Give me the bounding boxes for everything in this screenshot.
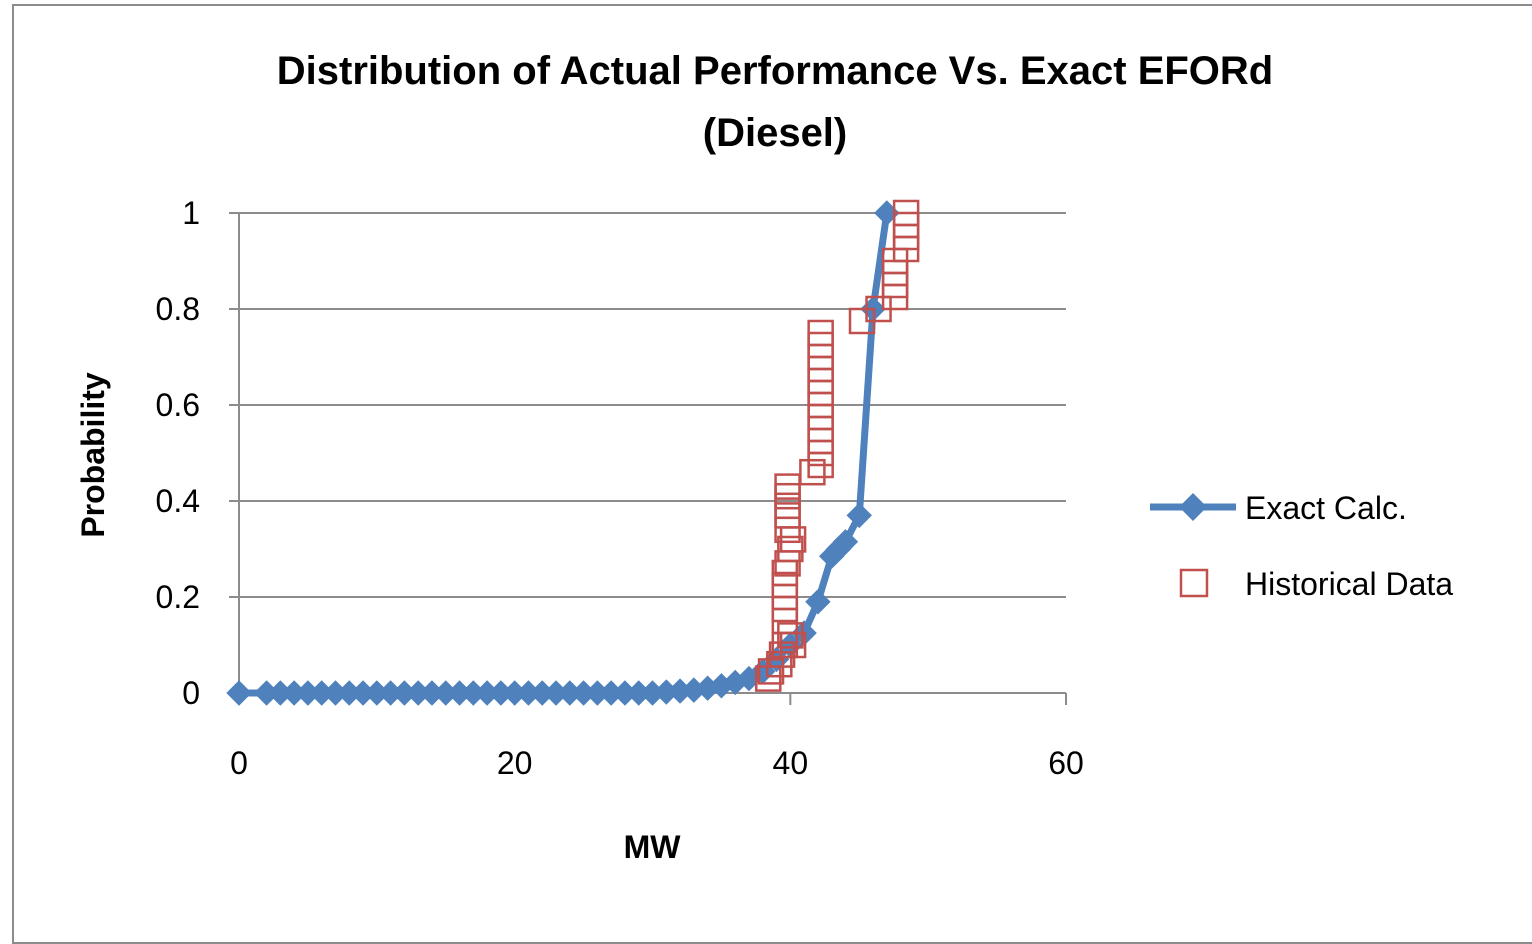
gridlines [239,212,1066,598]
chart-title: Distribution of Actual Performance Vs. E… [276,49,1274,93]
data-point-exact-calc [805,589,831,615]
data-point-historical [766,650,793,678]
y-axis-title: Probability [75,372,111,538]
data-point-exact-calc [226,680,252,706]
chart-subtitle: (Diesel) [702,111,848,155]
x-tick-labels: 0 20 40 60 [230,745,1084,781]
axes [229,212,1067,705]
y-tick-label: 0.8 [156,291,200,327]
data-point-historical [777,535,804,563]
y-tick-label: 0.2 [156,579,200,615]
legend: Exact Calc. Historical Data [1150,490,1453,602]
data-point-historical [892,199,920,227]
y-tick-label: 0.4 [156,483,200,519]
x-axis-title: MW [624,829,682,865]
series-markers [226,199,920,706]
legend-marker-historical [1179,568,1209,598]
x-tick-label: 60 [1048,745,1084,781]
y-tick-label: 1 [182,195,200,231]
y-tick-label: 0.6 [156,387,200,423]
legend-label: Historical Data [1245,566,1453,602]
data-point-exact-calc [832,529,859,555]
data-point-historical [807,319,834,347]
chart-area [12,4,1532,944]
x-tick-label: 0 [230,745,248,781]
data-point-historical [777,622,804,649]
legend-marker-exact-calc [1179,493,1207,521]
y-tick-label: 0 [182,675,200,711]
data-point-historical [774,473,801,500]
chart-title-block: Distribution of Actual Performance Vs. E… [0,40,1532,164]
y-tick-labels: 0 0.2 0.4 0.6 0.8 1 [156,195,200,711]
legend-label: Exact Calc. [1245,490,1407,526]
x-tick-label: 40 [773,745,809,781]
x-tick-label: 20 [497,745,533,781]
data-point-exact-calc [846,502,872,529]
data-point-historical [799,458,826,486]
chart-svg: 0 0.2 0.4 0.6 0.8 1 0 20 40 60 MW Probability Ex… [75,195,1453,865]
